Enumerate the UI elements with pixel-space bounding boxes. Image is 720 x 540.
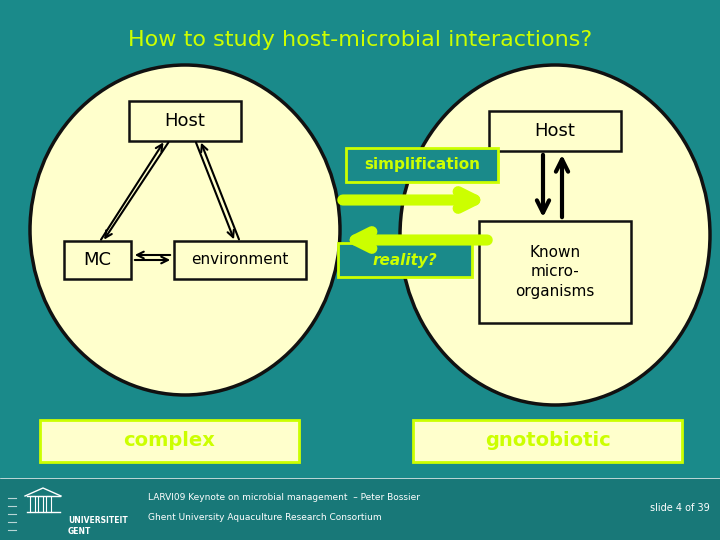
Text: Host: Host <box>534 122 575 140</box>
FancyBboxPatch shape <box>489 111 621 151</box>
FancyBboxPatch shape <box>346 148 498 182</box>
Bar <box>4 481 134 536</box>
Text: MC: MC <box>84 251 112 269</box>
FancyBboxPatch shape <box>129 101 241 141</box>
FancyBboxPatch shape <box>64 241 131 279</box>
Text: Known
micro-
organisms: Known micro- organisms <box>516 245 595 299</box>
Text: gnotobiotic: gnotobiotic <box>485 431 611 450</box>
Text: complex: complex <box>124 431 215 450</box>
Text: simplification: simplification <box>364 158 480 172</box>
FancyBboxPatch shape <box>174 241 306 279</box>
Ellipse shape <box>30 65 340 395</box>
Text: reality?: reality? <box>373 253 437 267</box>
FancyBboxPatch shape <box>40 420 299 462</box>
Text: slide 4 of 39: slide 4 of 39 <box>650 503 710 513</box>
Text: Host: Host <box>165 112 205 130</box>
FancyBboxPatch shape <box>338 243 472 277</box>
FancyBboxPatch shape <box>479 221 631 323</box>
Text: UNIVERSITEIT
GENT: UNIVERSITEIT GENT <box>68 516 127 536</box>
Text: How to study host-microbial interactions?: How to study host-microbial interactions… <box>128 30 592 50</box>
Text: Ghent University Aquaculture Research Consortium: Ghent University Aquaculture Research Co… <box>148 514 382 523</box>
Ellipse shape <box>400 65 710 405</box>
Bar <box>0 478 720 540</box>
Text: LARVI09 Keynote on microbial management  – Peter Bossier: LARVI09 Keynote on microbial management … <box>148 494 420 503</box>
Text: environment: environment <box>192 253 289 267</box>
FancyBboxPatch shape <box>413 420 682 462</box>
